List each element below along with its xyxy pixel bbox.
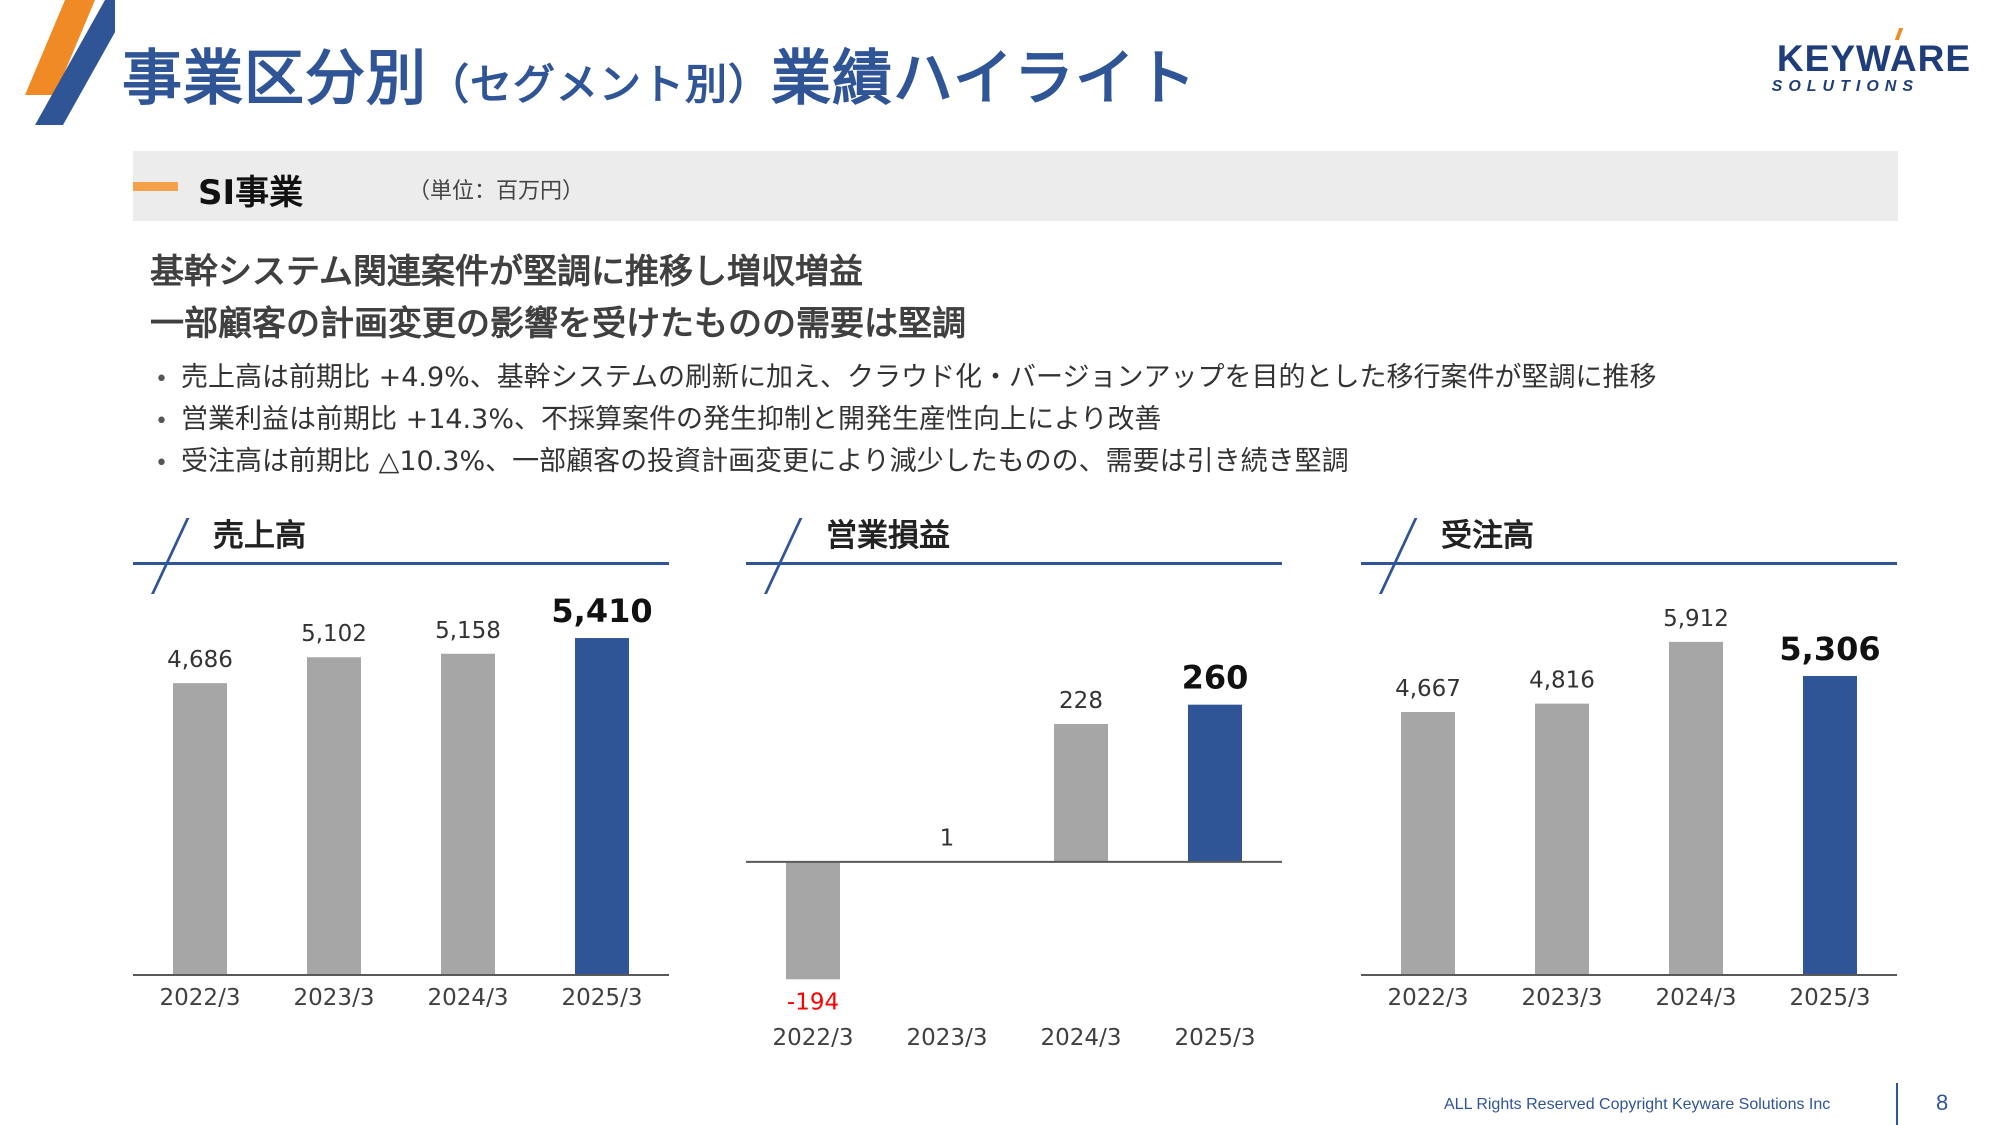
category-label: 2024/3 xyxy=(428,985,509,1011)
bar xyxy=(441,653,495,975)
panel-header-orders: 受注高 xyxy=(1361,510,1897,594)
panel-title: 売上高 xyxy=(213,518,306,554)
footer-separator xyxy=(1896,1083,1898,1125)
headline-1: 基幹システム関連案件が堅調に推移し増収増益 xyxy=(150,252,863,292)
bar xyxy=(1803,676,1857,975)
footer-copyright: ALL Rights Reserved Copyright Keyware So… xyxy=(1444,1096,1831,1113)
data-label: 1 xyxy=(940,825,955,851)
page-title: 事業区分別（セグメント別）業績ハイライト xyxy=(122,30,1197,117)
data-label: 4,686 xyxy=(167,647,233,673)
unit-note: （単位：百万円） xyxy=(408,179,585,204)
category-label: 2022/3 xyxy=(160,985,241,1011)
category-label: 2022/3 xyxy=(1388,985,1469,1011)
page-number: 8 xyxy=(1936,1090,1949,1115)
panel-header-sales: 売上高 xyxy=(133,510,669,594)
section-header: SI事業 （単位：百万円） xyxy=(133,151,1898,221)
panel-header-operating-profit: 営業損益 xyxy=(746,510,1282,594)
category-label: 2025/3 xyxy=(1175,1025,1256,1051)
panel-rule xyxy=(1361,562,1897,565)
section-name: SI事業 xyxy=(198,173,304,213)
page-title-paren: （セグメント別） xyxy=(427,60,772,109)
data-label: 228 xyxy=(1059,688,1103,714)
category-label: 2024/3 xyxy=(1656,985,1737,1011)
bullet-item: 売上高は前期比 +4.9%、基幹システムの刷新に加え、クラウド化・バージョンアッ… xyxy=(155,358,1656,400)
category-label: 2025/3 xyxy=(1790,985,1871,1011)
category-label: 2022/3 xyxy=(773,1025,854,1051)
data-label: 4,816 xyxy=(1529,668,1595,694)
panel-rule xyxy=(133,562,669,565)
data-label: 5,306 xyxy=(1779,630,1880,668)
logo-wordmark: KEYWARE xyxy=(1776,38,1971,79)
company-logo: KEYWARE SOLUTIONS xyxy=(1751,28,1971,98)
data-label: 5,912 xyxy=(1663,606,1729,632)
data-label: -194 xyxy=(787,989,839,1015)
bullet-item: 受注高は前期比 △10.3%、一部顧客の投資計画変更により減少したものの、需要は… xyxy=(155,442,1656,484)
brand-slash-logo xyxy=(25,0,115,125)
bar xyxy=(1669,641,1723,975)
panel-title: 営業損益 xyxy=(826,518,950,554)
bar xyxy=(1054,724,1108,862)
data-label: 260 xyxy=(1182,659,1249,697)
bar xyxy=(575,638,629,975)
sales-bar-chart: 4,686 2022/3 5,102 2023/3 5,158 2024/3 5,410 20… xyxy=(133,592,669,1011)
category-label: 2023/3 xyxy=(294,985,375,1011)
category-label: 2025/3 xyxy=(562,985,643,1011)
bar xyxy=(1401,712,1455,975)
bar xyxy=(786,861,840,980)
logo-subtext: SOLUTIONS xyxy=(1771,78,1919,95)
category-label: 2024/3 xyxy=(1041,1025,1122,1051)
bar xyxy=(1188,704,1242,862)
section-dash-marker xyxy=(133,182,178,191)
panel-rule xyxy=(746,562,1282,565)
data-label: 5,158 xyxy=(435,618,501,644)
headline-2: 一部顧客の計画変更の影響を受けたものの需要は堅調 xyxy=(150,304,966,344)
bar xyxy=(173,683,227,975)
data-label: 4,667 xyxy=(1395,676,1461,702)
operating-profit-bar-chart: -194 2022/3 1 2023/3 228 2024/3 260 2025/3 xyxy=(746,659,1282,1051)
panel-title: 受注高 xyxy=(1441,518,1534,554)
data-label: 5,410 xyxy=(551,592,652,630)
page-title-main: 事業区分別 xyxy=(122,44,427,114)
category-label: 2023/3 xyxy=(1522,985,1603,1011)
orders-bar-chart: 4,667 2022/3 4,816 2023/3 5,912 2024/3 5,306 20… xyxy=(1361,606,1897,1011)
data-label: 5,102 xyxy=(301,621,367,647)
bar xyxy=(1535,703,1589,975)
bullet-list: 売上高は前期比 +4.9%、基幹システムの刷新に加え、クラウド化・バージョンアッ… xyxy=(155,358,1656,484)
bullet-item: 営業利益は前期比 +14.3%、不採算案件の発生抑制と開発生産性向上により改善 xyxy=(155,400,1656,442)
bar xyxy=(307,657,361,975)
page-title-tail: 業績ハイライト xyxy=(771,44,1197,114)
category-label: 2023/3 xyxy=(907,1025,988,1051)
